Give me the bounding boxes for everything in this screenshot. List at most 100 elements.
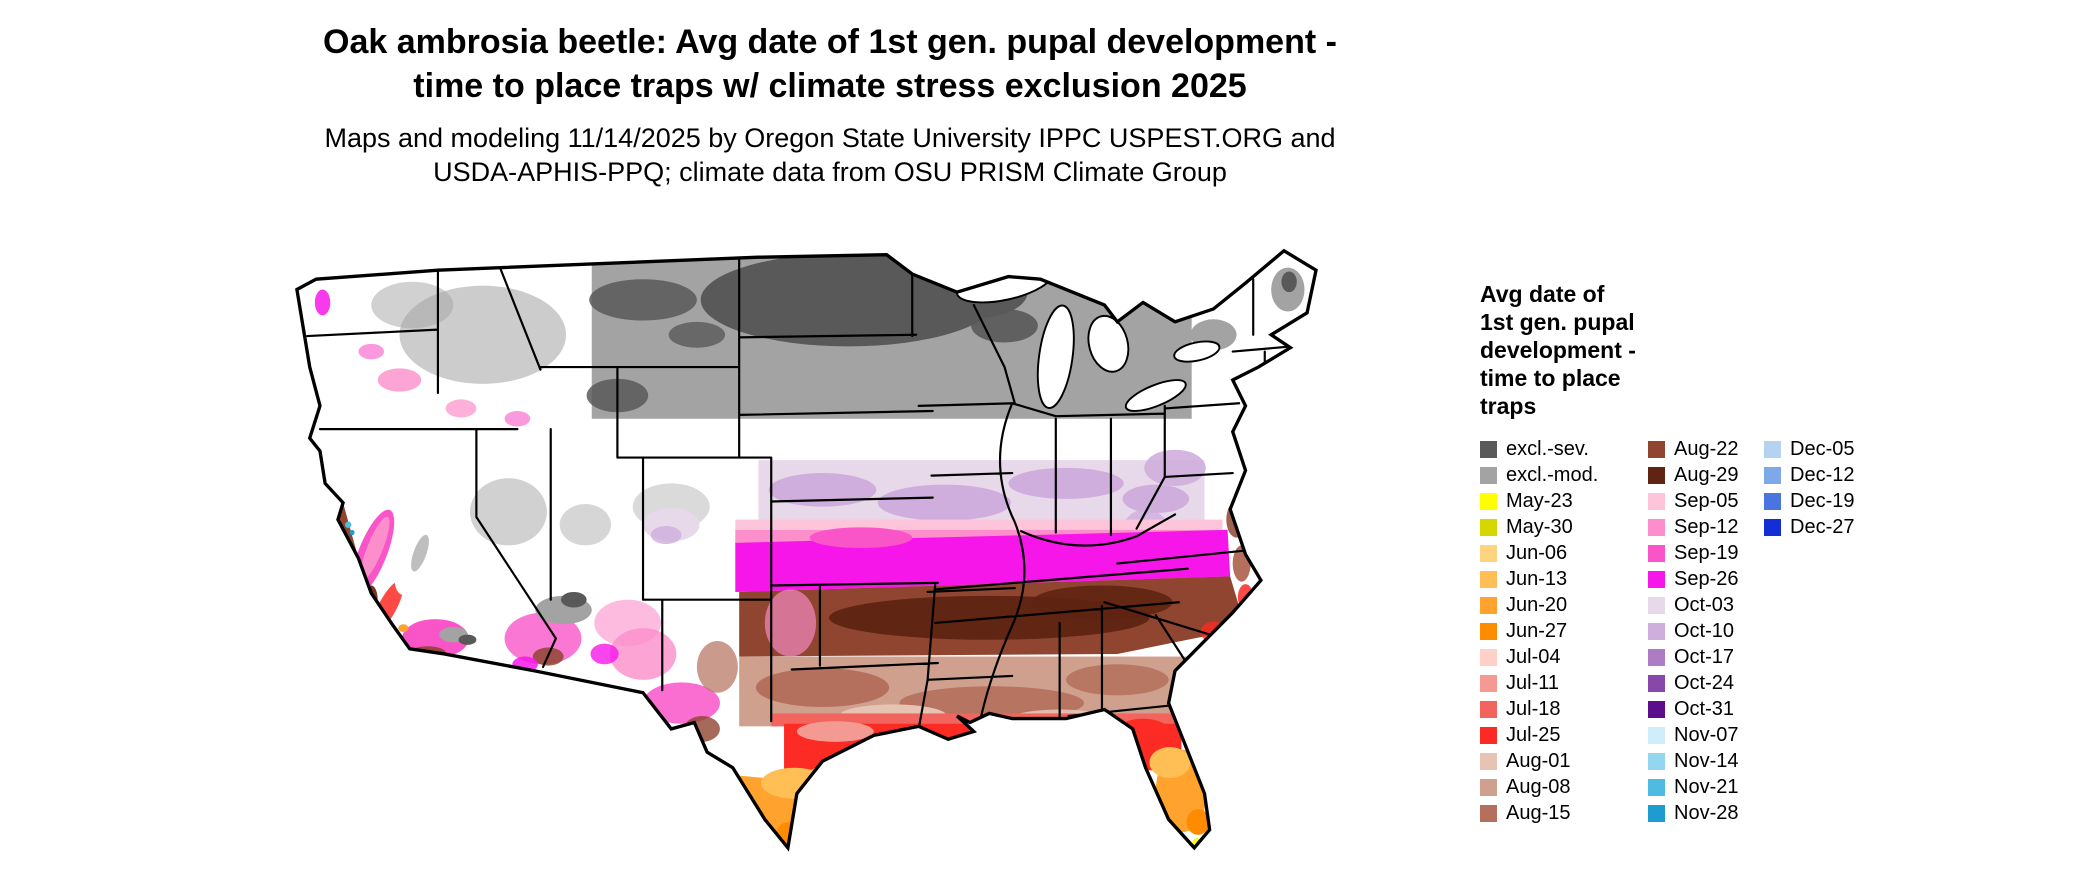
legend-swatch	[1648, 752, 1665, 770]
legend-label: Oct-31	[1674, 697, 1735, 720]
legend-entry: Dec-19	[1764, 488, 1880, 514]
us-outline	[295, 248, 1318, 852]
legend-entry: Jul-11	[1480, 670, 1648, 696]
legend-label: excl.-mod.	[1506, 463, 1599, 486]
legend-swatch	[1648, 804, 1665, 822]
legend-label: Dec-27	[1790, 515, 1855, 538]
legend-entry: Jul-04	[1480, 644, 1648, 670]
legend-swatch	[1480, 518, 1497, 536]
legend-entry: Dec-05	[1764, 436, 1880, 462]
legend-label: Aug-15	[1506, 801, 1571, 824]
legend-label: Sep-19	[1674, 541, 1739, 564]
legend-entry: Aug-08	[1480, 774, 1648, 800]
legend-label: Jul-04	[1506, 645, 1561, 668]
legend-label: excl.-sev.	[1506, 437, 1589, 460]
legend-label: Jun-27	[1506, 619, 1568, 642]
legend-label: Dec-12	[1790, 463, 1855, 486]
legend-label: Oct-24	[1674, 671, 1735, 694]
legend-label: Sep-05	[1674, 489, 1739, 512]
legend-entry: Dec-12	[1764, 462, 1880, 488]
legend-swatch	[1648, 570, 1665, 588]
legend-label: Jun-06	[1506, 541, 1568, 564]
legend-entry: Jun-06	[1480, 540, 1648, 566]
legend-label: May-23	[1506, 489, 1573, 512]
legend-entry: Jun-13	[1480, 566, 1648, 592]
subtitle-line-1: Maps and modeling 11/14/2025 by Oregon S…	[324, 123, 1336, 153]
legend-title-line: Avg date of	[1480, 281, 1605, 307]
legend-entry: Jun-27	[1480, 618, 1648, 644]
legend-entry: Nov-14	[1648, 748, 1764, 774]
legend-swatch	[1480, 752, 1497, 770]
legend-swatch	[1480, 492, 1497, 510]
legend-swatch	[1648, 622, 1665, 640]
legend-entry: Nov-07	[1648, 722, 1764, 748]
legend-swatch	[1648, 726, 1665, 744]
legend-title-line: 1st gen. pupal	[1480, 309, 1635, 335]
legend-swatch	[1480, 544, 1497, 562]
legend-swatch	[1648, 544, 1665, 562]
legend-label: Aug-22	[1674, 437, 1739, 460]
title-line-1: Oak ambrosia beetle: Avg date of 1st gen…	[323, 23, 1337, 61]
legend-swatch	[1648, 492, 1665, 510]
legend-label: Nov-28	[1674, 801, 1739, 824]
legend-label: Oct-03	[1674, 593, 1735, 616]
legend-swatch	[1648, 648, 1665, 666]
legend-entry: May-30	[1480, 514, 1648, 540]
legend-label: Jun-20	[1506, 593, 1568, 616]
legend-label: May-30	[1506, 515, 1573, 538]
legend-label: Jul-25	[1506, 723, 1561, 746]
legend-entry: Sep-05	[1648, 488, 1764, 514]
legend-entry: Aug-15	[1480, 800, 1648, 826]
legend-entry: Oct-17	[1648, 644, 1764, 670]
legend-column-3: Dec-05 Dec-12 Dec-19 Dec-27	[1764, 436, 1880, 540]
legend-label: Oct-10	[1674, 619, 1735, 642]
legend-swatch	[1480, 726, 1497, 744]
legend-swatch	[1480, 700, 1497, 718]
legend-label: Aug-01	[1506, 749, 1571, 772]
legend-entry: Oct-24	[1648, 670, 1764, 696]
legend-title-line: development -	[1480, 337, 1636, 363]
legend-entry: Oct-31	[1648, 696, 1764, 722]
us-map	[220, 212, 1425, 884]
legend-entry: Jul-25	[1480, 722, 1648, 748]
us-map-svg	[295, 248, 1318, 852]
legend-entry: Oct-10	[1648, 618, 1764, 644]
page-subtitle: Maps and modeling 11/14/2025 by Oregon S…	[0, 121, 1660, 189]
legend-entry: Nov-28	[1648, 800, 1764, 826]
legend-label: Nov-14	[1674, 749, 1739, 772]
legend-column-2: Aug-22 Aug-29 Sep-05 Sep-12 Sep-19 Sep-26 Oct-…	[1648, 436, 1764, 826]
legend-label: Oct-17	[1674, 645, 1735, 668]
legend-entry: May-23	[1480, 488, 1648, 514]
legend-swatch	[1648, 778, 1665, 796]
legend-label: Jul-18	[1506, 697, 1561, 720]
legend-swatch	[1480, 622, 1497, 640]
legend-entry: excl.-sev.	[1480, 436, 1648, 462]
legend-entry: Nov-21	[1648, 774, 1764, 800]
legend-label: Nov-21	[1674, 775, 1739, 798]
legend-swatch	[1648, 700, 1665, 718]
legend-swatch	[1480, 648, 1497, 666]
subtitle-line-2: USDA-APHIS-PPQ; climate data from OSU PR…	[433, 157, 1227, 187]
legend-label: Aug-08	[1506, 775, 1571, 798]
legend-entry: Sep-19	[1648, 540, 1764, 566]
legend-swatch	[1648, 440, 1665, 458]
legend-label: Sep-12	[1674, 515, 1739, 538]
legend-swatch	[1648, 596, 1665, 614]
legend-swatch	[1480, 466, 1497, 484]
legend-entry: Aug-01	[1480, 748, 1648, 774]
legend-swatch	[1648, 674, 1665, 692]
legend-label: Jul-11	[1506, 671, 1559, 694]
legend-entry: Sep-12	[1648, 514, 1764, 540]
legend-columns: excl.-sev. excl.-mod. May-23 May-30 Jun-06 Ju…	[1480, 436, 2080, 826]
legend-swatch	[1480, 778, 1497, 796]
state-borders	[306, 253, 1293, 731]
legend-entry: Oct-03	[1648, 592, 1764, 618]
page-title: Oak ambrosia beetle: Avg date of 1st gen…	[0, 20, 1660, 108]
legend-label: Aug-29	[1674, 463, 1739, 486]
legend-entry: Aug-29	[1648, 462, 1764, 488]
legend-entry: Aug-22	[1648, 436, 1764, 462]
legend-swatch	[1480, 674, 1497, 692]
legend-entry: Sep-26	[1648, 566, 1764, 592]
legend-label: Dec-05	[1790, 437, 1855, 460]
